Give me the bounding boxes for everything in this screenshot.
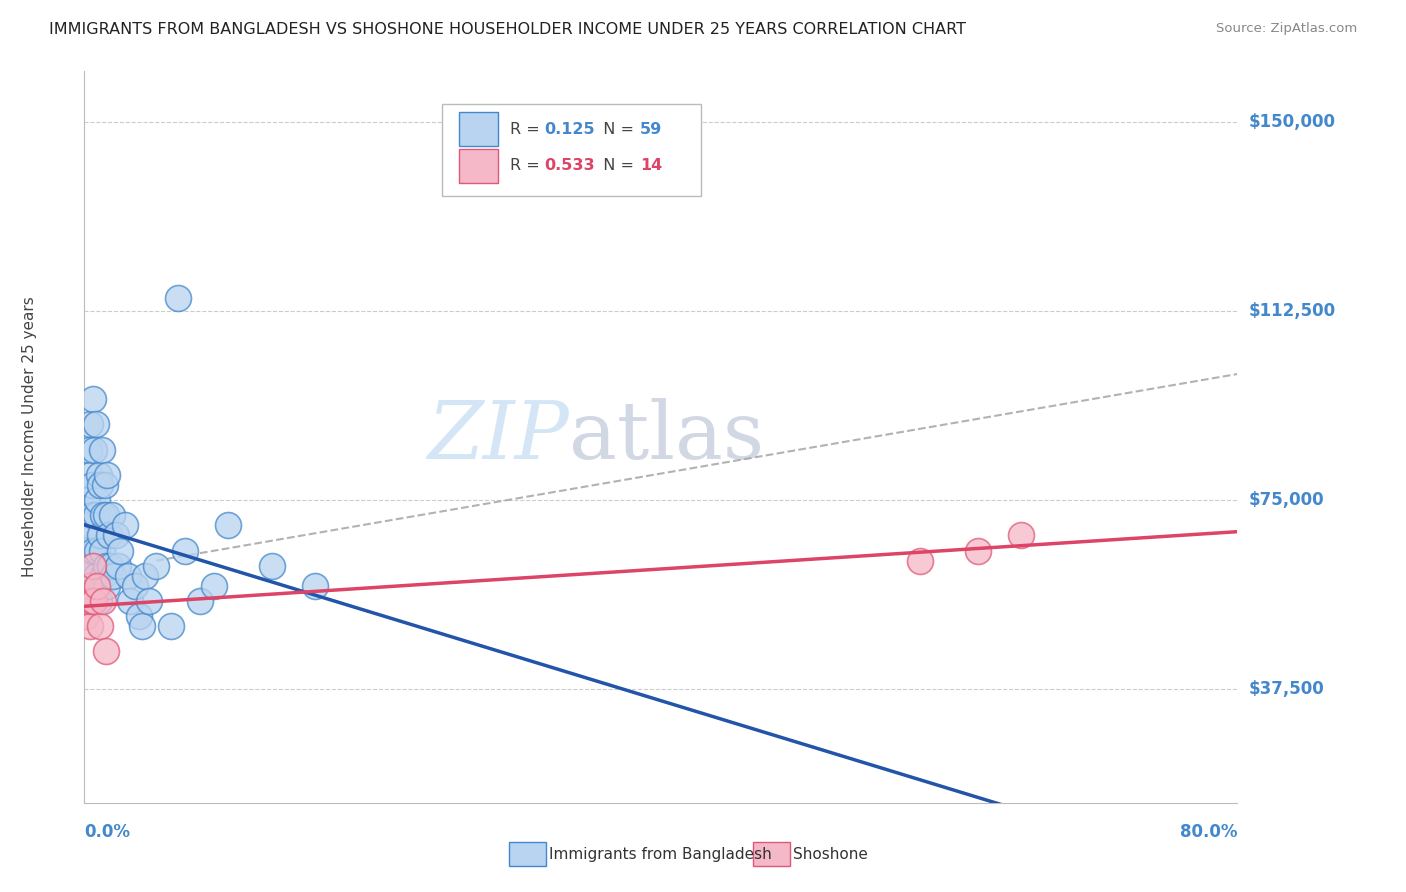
FancyBboxPatch shape bbox=[509, 841, 546, 866]
Point bbox=[86, 493, 108, 508]
Point bbox=[84, 417, 107, 432]
Point bbox=[98, 558, 121, 573]
Point bbox=[80, 528, 103, 542]
Text: R =: R = bbox=[510, 121, 544, 136]
FancyBboxPatch shape bbox=[460, 149, 498, 183]
Point bbox=[134, 569, 156, 583]
Point bbox=[87, 594, 110, 608]
Point bbox=[90, 442, 112, 457]
Point bbox=[103, 569, 124, 583]
Text: Source: ZipAtlas.com: Source: ZipAtlas.com bbox=[1216, 22, 1357, 36]
Point bbox=[77, 442, 100, 457]
Point bbox=[138, 594, 160, 608]
Point bbox=[100, 508, 122, 523]
Point bbox=[128, 609, 150, 624]
Point bbox=[91, 594, 114, 608]
Text: N =: N = bbox=[593, 121, 638, 136]
Point bbox=[131, 619, 153, 633]
Point bbox=[76, 493, 98, 508]
Point bbox=[84, 569, 107, 583]
Point bbox=[76, 594, 98, 608]
Point bbox=[96, 579, 118, 593]
Point bbox=[77, 579, 100, 593]
Text: $75,000: $75,000 bbox=[1249, 491, 1324, 509]
Text: 0.125: 0.125 bbox=[544, 121, 595, 136]
FancyBboxPatch shape bbox=[754, 841, 790, 866]
Text: $112,500: $112,500 bbox=[1249, 302, 1336, 320]
Text: Householder Income Under 25 years: Householder Income Under 25 years bbox=[21, 297, 37, 577]
Point bbox=[89, 528, 111, 542]
Point bbox=[174, 543, 197, 558]
Point bbox=[89, 619, 111, 633]
Point bbox=[218, 518, 240, 533]
Point bbox=[89, 478, 111, 492]
Point bbox=[93, 478, 115, 492]
Text: atlas: atlas bbox=[568, 398, 763, 476]
Point bbox=[79, 619, 101, 633]
Point bbox=[202, 579, 225, 593]
Point bbox=[87, 467, 110, 482]
Point bbox=[94, 644, 117, 658]
Point bbox=[77, 518, 100, 533]
Point bbox=[91, 508, 114, 523]
Point bbox=[1010, 528, 1032, 542]
Text: $37,500: $37,500 bbox=[1249, 681, 1324, 698]
Point bbox=[75, 569, 97, 583]
Point bbox=[75, 543, 97, 558]
Text: 14: 14 bbox=[640, 158, 662, 173]
Point bbox=[79, 467, 101, 482]
Point bbox=[145, 558, 167, 573]
Point bbox=[117, 569, 139, 583]
Point bbox=[86, 579, 108, 593]
Text: $150,000: $150,000 bbox=[1249, 112, 1336, 131]
Text: 80.0%: 80.0% bbox=[1180, 823, 1237, 841]
Point bbox=[82, 543, 104, 558]
Point bbox=[90, 543, 112, 558]
Point bbox=[94, 508, 117, 523]
Point bbox=[167, 291, 190, 305]
Point bbox=[86, 543, 108, 558]
Text: R =: R = bbox=[510, 158, 544, 173]
Point bbox=[124, 579, 146, 593]
Point bbox=[260, 558, 283, 573]
Point bbox=[83, 442, 105, 457]
Text: 59: 59 bbox=[640, 121, 662, 136]
Point bbox=[96, 467, 118, 482]
Point bbox=[110, 543, 132, 558]
Point bbox=[107, 558, 129, 573]
Point bbox=[910, 554, 932, 568]
Text: ZIP: ZIP bbox=[427, 399, 568, 475]
Point bbox=[75, 609, 97, 624]
Point bbox=[80, 508, 103, 523]
Point bbox=[967, 543, 990, 558]
Point bbox=[114, 518, 136, 533]
Point bbox=[80, 478, 103, 492]
Text: Immigrants from Bangladesh: Immigrants from Bangladesh bbox=[548, 847, 772, 862]
FancyBboxPatch shape bbox=[460, 112, 498, 146]
Point bbox=[83, 594, 105, 608]
Point bbox=[79, 558, 101, 573]
Point bbox=[304, 579, 326, 593]
Point bbox=[160, 619, 183, 633]
Text: 0.0%: 0.0% bbox=[84, 823, 131, 841]
Text: 0.533: 0.533 bbox=[544, 158, 595, 173]
Point bbox=[91, 569, 114, 583]
Text: Shoshone: Shoshone bbox=[793, 847, 869, 862]
Point bbox=[105, 528, 128, 542]
Point bbox=[97, 528, 120, 542]
Point bbox=[82, 392, 104, 407]
Point bbox=[84, 508, 107, 523]
Point bbox=[82, 558, 104, 573]
Point bbox=[120, 594, 142, 608]
Point bbox=[76, 594, 98, 608]
Point bbox=[83, 594, 105, 608]
Point bbox=[94, 558, 117, 573]
Point bbox=[188, 594, 211, 608]
FancyBboxPatch shape bbox=[441, 104, 702, 195]
Text: IMMIGRANTS FROM BANGLADESH VS SHOSHONE HOUSEHOLDER INCOME UNDER 25 YEARS CORRELA: IMMIGRANTS FROM BANGLADESH VS SHOSHONE H… bbox=[49, 22, 966, 37]
Point bbox=[82, 579, 104, 593]
Point bbox=[80, 594, 103, 608]
Text: N =: N = bbox=[593, 158, 638, 173]
Point bbox=[79, 417, 101, 432]
